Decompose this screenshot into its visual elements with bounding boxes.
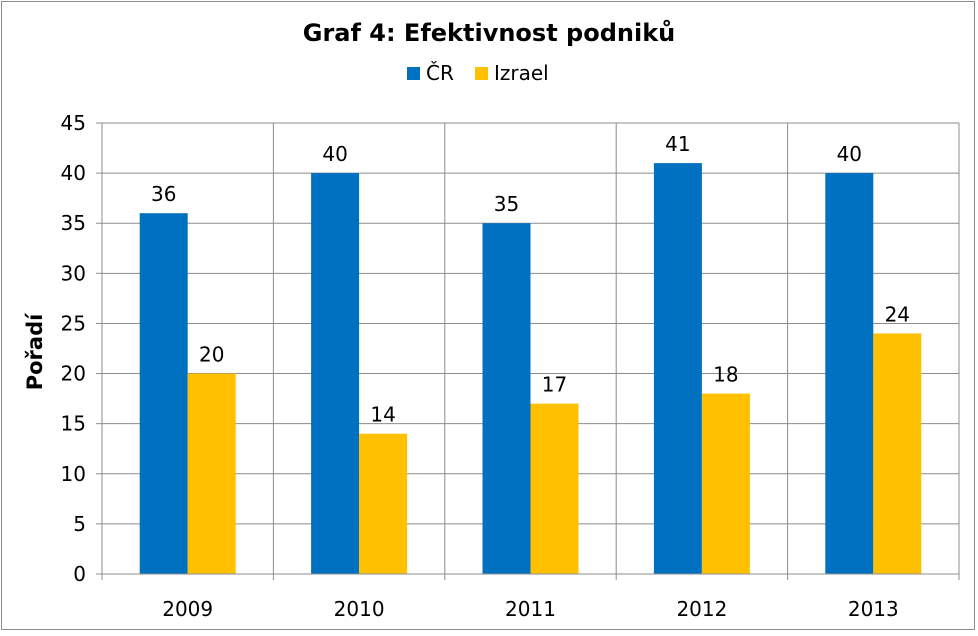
- data-label: 14: [370, 403, 395, 427]
- bar-izrael-2010: [359, 433, 408, 574]
- y-axis-label: Pořadí: [23, 312, 47, 390]
- y-tick-label: 40: [61, 161, 86, 185]
- bar-izrael-2011: [530, 403, 579, 574]
- bar--r-2010: [311, 173, 360, 574]
- legend-swatch: [407, 67, 420, 80]
- y-tick-label: 45: [61, 111, 86, 135]
- bar--r-2012: [653, 163, 702, 575]
- data-label: 18: [713, 363, 738, 387]
- y-tick-label: 15: [61, 412, 86, 436]
- legend: ČR Izrael: [407, 61, 549, 85]
- data-labels: 36 20 40 14 35 17 41 18 40 24: [151, 132, 910, 427]
- legend-swatch: [475, 67, 488, 80]
- x-tick-label: 2011: [505, 597, 556, 621]
- data-label: 20: [199, 343, 224, 367]
- chart-title: Graf 4: Efektivnost podniků: [303, 19, 676, 47]
- y-tick-label: 30: [61, 261, 86, 285]
- bar-izrael-2013: [873, 333, 922, 574]
- y-tick-label: 35: [61, 211, 86, 235]
- x-tick-label: 2012: [676, 597, 727, 621]
- y-tick-label: 0: [73, 562, 86, 586]
- bar-izrael-2009: [187, 373, 236, 574]
- x-tick-label: 2013: [848, 597, 899, 621]
- y-tick-label: 25: [61, 311, 86, 335]
- bars: [139, 163, 922, 575]
- data-label: 41: [665, 132, 690, 156]
- data-label: 35: [494, 192, 519, 216]
- data-label: 40: [322, 142, 347, 166]
- x-tick-label: 2009: [162, 597, 213, 621]
- bar--r-2011: [482, 223, 531, 574]
- legend-label: Izrael: [494, 61, 549, 85]
- y-tick-label: 20: [61, 362, 86, 386]
- data-label: 40: [837, 142, 862, 166]
- data-label: 24: [885, 302, 910, 326]
- data-label: 36: [151, 182, 176, 206]
- bar--r-2009: [139, 213, 188, 574]
- data-label: 17: [542, 373, 567, 397]
- bar-izrael-2012: [701, 393, 750, 574]
- x-tick-label: 2010: [334, 597, 385, 621]
- axes: 0 5 10 15 20 25 30 35 40 45 2009 2010 2011 2012 2013: [61, 111, 960, 621]
- y-tick-label: 5: [73, 512, 86, 536]
- y-tick-label: 10: [61, 462, 86, 486]
- legend-label: ČR: [426, 61, 454, 85]
- bar--r-2013: [825, 173, 874, 574]
